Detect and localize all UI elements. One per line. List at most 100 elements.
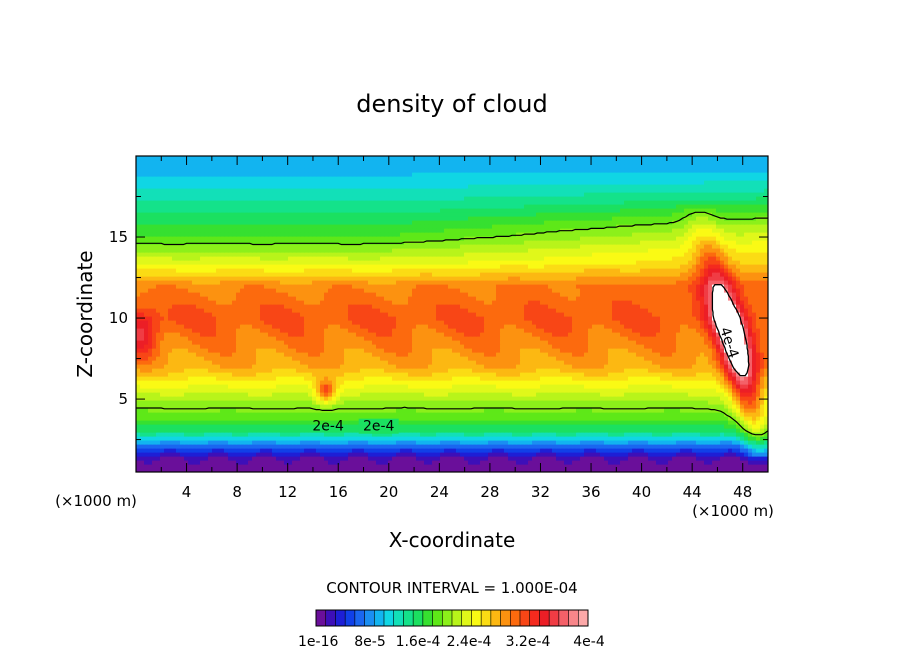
field-cell bbox=[368, 412, 373, 417]
field-cell bbox=[224, 392, 229, 397]
field-cell bbox=[640, 424, 645, 429]
field-cell bbox=[452, 400, 457, 405]
field-cell bbox=[612, 372, 617, 377]
field-cell bbox=[484, 436, 489, 441]
field-cell bbox=[428, 388, 433, 393]
field-cell bbox=[276, 416, 281, 421]
field-cell bbox=[272, 392, 277, 397]
field-cell bbox=[544, 368, 549, 373]
field-cell bbox=[592, 388, 597, 393]
field-cell bbox=[332, 380, 337, 385]
field-cell bbox=[724, 424, 729, 429]
field-cell bbox=[184, 364, 189, 369]
field-cell bbox=[296, 344, 301, 349]
field-cell bbox=[708, 404, 713, 409]
field-cell bbox=[708, 356, 713, 361]
chart-title: density of cloud bbox=[356, 90, 547, 118]
field-cell bbox=[276, 396, 281, 401]
field-cell bbox=[452, 412, 457, 417]
field-cell bbox=[616, 376, 621, 381]
field-cell bbox=[416, 400, 421, 405]
field-cell bbox=[388, 408, 393, 413]
field-cell bbox=[656, 412, 661, 417]
field-cell bbox=[712, 376, 717, 381]
field-cell bbox=[672, 424, 677, 429]
field-cell bbox=[544, 448, 549, 453]
field-cell bbox=[532, 460, 537, 465]
field-cell bbox=[308, 460, 313, 465]
field-cell bbox=[624, 428, 629, 433]
field-cell bbox=[552, 388, 557, 393]
field-cell bbox=[524, 392, 529, 397]
field-cell bbox=[468, 404, 473, 409]
field-cell bbox=[420, 376, 425, 381]
field-cell bbox=[576, 376, 581, 381]
field-cell bbox=[672, 416, 677, 421]
field-cell bbox=[680, 428, 685, 433]
field-cell bbox=[368, 360, 373, 365]
field-cell bbox=[180, 416, 185, 421]
field-cell bbox=[696, 396, 701, 401]
field-cell bbox=[488, 408, 493, 413]
field-cell bbox=[512, 356, 517, 361]
field-cell bbox=[276, 432, 281, 437]
field-cell bbox=[404, 392, 409, 397]
field-cell bbox=[256, 460, 261, 465]
field-cell bbox=[600, 444, 605, 449]
field-cell bbox=[476, 348, 481, 353]
field-cell bbox=[656, 452, 661, 457]
field-cell bbox=[264, 412, 269, 417]
field-cell bbox=[328, 444, 333, 449]
field-cell bbox=[436, 352, 441, 357]
field-cell bbox=[736, 428, 741, 433]
field-cell bbox=[356, 464, 361, 469]
field-cell bbox=[664, 416, 669, 421]
field-cell bbox=[516, 388, 521, 393]
field-cell bbox=[468, 400, 473, 405]
field-cell bbox=[228, 352, 233, 357]
field-cell bbox=[176, 428, 181, 433]
field-cell bbox=[476, 360, 481, 365]
field-cell bbox=[372, 396, 377, 401]
field-cell bbox=[616, 384, 621, 389]
field-cell bbox=[584, 368, 589, 373]
field-cell bbox=[760, 348, 765, 353]
field-cell bbox=[708, 388, 713, 393]
field-cell bbox=[360, 364, 365, 369]
field-cell bbox=[152, 368, 157, 373]
field-cell bbox=[164, 348, 169, 353]
field-cell bbox=[368, 404, 373, 409]
field-cell bbox=[344, 388, 349, 393]
field-cell bbox=[288, 416, 293, 421]
field-cell bbox=[520, 436, 525, 441]
field-cell bbox=[572, 368, 577, 373]
field-cell bbox=[476, 424, 481, 429]
field-cell bbox=[264, 424, 269, 429]
field-cell bbox=[432, 452, 437, 457]
field-cell bbox=[536, 460, 541, 465]
field-cell bbox=[400, 364, 405, 369]
field-cell bbox=[340, 372, 345, 377]
field-cell bbox=[472, 344, 477, 349]
field-cell bbox=[364, 368, 369, 373]
field-cell bbox=[240, 416, 245, 421]
field-cell bbox=[680, 464, 685, 469]
field-cell bbox=[700, 364, 705, 369]
field-cell bbox=[480, 464, 485, 469]
field-cell bbox=[472, 460, 477, 465]
field-cell bbox=[532, 432, 537, 437]
field-cell bbox=[484, 372, 489, 377]
field-cell bbox=[188, 356, 193, 361]
field-cell bbox=[140, 344, 145, 349]
field-cell bbox=[176, 432, 181, 437]
field-cell bbox=[340, 460, 345, 465]
field-cell bbox=[584, 380, 589, 385]
field-cell bbox=[688, 380, 693, 385]
field-cell bbox=[172, 380, 177, 385]
field-cell bbox=[548, 396, 553, 401]
field-cell bbox=[492, 428, 497, 433]
field-cell bbox=[508, 432, 513, 437]
field-cell bbox=[524, 400, 529, 405]
field-cell bbox=[168, 428, 173, 433]
field-cell bbox=[364, 372, 369, 377]
